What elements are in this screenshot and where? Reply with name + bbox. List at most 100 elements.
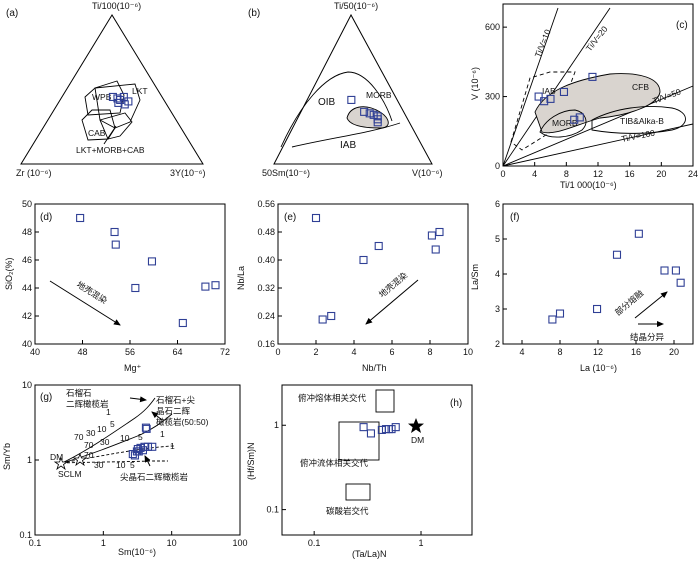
panel-f-arrow-melting <box>634 291 668 319</box>
d-data-point <box>201 282 210 291</box>
panel-d-points <box>76 213 220 328</box>
e-data-point <box>431 245 440 254</box>
panel-g-label: (g) <box>40 392 52 403</box>
panel-g-melt-number-6: 1 <box>160 429 165 439</box>
f-xtick-label: 8 <box>557 347 562 357</box>
panel-g-melt-number-15: 70 <box>84 450 94 460</box>
panel-h-xlabel: (Ta/La)N <box>352 549 387 559</box>
panel-c-xlabel: Ti/1 000(10⁻⁶) <box>560 180 617 190</box>
h-data-point <box>391 423 400 432</box>
c-data-point <box>588 72 597 81</box>
panel-c-ylabel: V (10⁻⁶) <box>470 67 480 100</box>
panel-g-curve-garnet <box>61 397 156 464</box>
f-data-point <box>612 250 622 259</box>
panel-a-field-label-wpb: WPB <box>92 92 112 102</box>
c-xtick-label: 16 <box>625 169 635 179</box>
panel-c-field-label-tib: TIB&Alka-B <box>620 116 664 126</box>
panel-e-ylabel: Nb/La <box>236 266 246 290</box>
a-data-point <box>113 94 122 103</box>
d-data-point <box>110 227 119 237</box>
f-xtick-label: 12 <box>593 347 603 357</box>
panel-g-melt-number-4: 30 <box>86 428 96 438</box>
panel-e: (e) 0 2 4 6 8 10 0.16 0.24 0.32 0.40 0.48 0.56 Nb/T… <box>236 199 473 373</box>
panel-e-arrow-label: 地壳混染 <box>377 270 410 300</box>
c-data-point <box>534 92 543 101</box>
h-xtick-label: 0.1 <box>308 538 321 548</box>
panel-b-apex-left: 50Sm(10⁻⁶) <box>262 168 310 178</box>
panel-b-apex-top: Ti/50(10⁻⁶) <box>334 1 378 11</box>
f-data-point <box>592 304 602 314</box>
panel-c-field-iab <box>510 71 576 151</box>
panel-g-source-label-sclm: SCLM <box>58 469 82 479</box>
f-ytick-label: 2 <box>495 339 500 349</box>
f-data-point <box>634 229 643 238</box>
panel-b: (b) Ti/50(10⁻⁶) 50Sm(10⁻⁶) V(10⁻⁶) OIB M… <box>248 1 442 178</box>
panel-e-arrow <box>365 279 419 325</box>
e-ytick-label: 0.16 <box>257 339 275 349</box>
panel-g-melt-number-12: 5 <box>130 460 135 470</box>
panel-c-field-tib <box>591 106 686 134</box>
e-ytick-label: 0.56 <box>257 199 275 209</box>
panel-c-label: (c) <box>676 20 688 31</box>
panel-g-melt-number-11: 1 <box>170 441 175 451</box>
c-ytick-label: 600 <box>485 22 500 32</box>
f-data-point <box>671 266 680 275</box>
panel-c-points <box>534 72 597 124</box>
panel-h-field-melt <box>375 389 395 413</box>
panel-g-melt-number-9: 30 <box>100 437 110 447</box>
panel-d-ticks: 40 48 56 64 72 40 42 44 46 48 50 <box>22 199 230 357</box>
panel-h-frame <box>281 384 473 536</box>
panel-f-arrow-label-fractionation: 结晶分异 <box>630 332 665 342</box>
panel-h-field-fluid <box>338 421 380 461</box>
panel-c-line-tiv20 <box>502 7 611 167</box>
panel-c-ratio-label-100: Ti/V=100 <box>620 128 655 144</box>
c-data-point <box>540 97 549 106</box>
d-ytick-label: 40 <box>22 339 32 349</box>
panel-d-xlabel: Mg⁺ <box>124 363 142 373</box>
b-data-point <box>373 118 382 127</box>
panel-a: (a) Ti/100(10⁻⁶) Zr (10⁻⁶) 3Y(10⁻⁶) WPB … <box>6 1 205 178</box>
panel-f-ticks: 4 8 12 16 20 2 3 4 5 6 <box>495 199 679 357</box>
d-ytick-label: 44 <box>22 283 32 293</box>
f-data-point <box>548 315 557 324</box>
panel-e-ticks: 0 2 4 6 8 10 0.16 0.24 0.32 0.40 0.48 0.56 <box>257 199 473 357</box>
panel-g-arrow-garnet <box>129 396 147 403</box>
e-data-point <box>359 255 368 265</box>
d-xtick-label: 64 <box>172 347 182 357</box>
panel-g-curve-spinel-upper <box>61 445 176 464</box>
c-xtick-label: 8 <box>564 169 569 179</box>
panel-d-label: (d) <box>40 212 52 223</box>
h-data-point <box>366 429 376 438</box>
panel-d-ylabel: SiO₂(%) <box>4 258 14 291</box>
d-data-point <box>178 318 187 328</box>
h-data-point <box>384 425 393 434</box>
panel-h-field-label-fluid: 俯冲流体相关交代 <box>300 458 369 468</box>
panel-g-arrow-spinel <box>144 455 151 467</box>
f-data-point <box>676 278 685 287</box>
panel-h-label: (h) <box>450 398 462 409</box>
panel-g-curve-mixed <box>61 413 173 464</box>
panel-b-field-label-iab: IAB <box>340 140 356 151</box>
e-data-point <box>374 241 383 251</box>
c-xtick-label: 0 <box>500 169 505 179</box>
panel-e-frame <box>277 203 469 345</box>
c-data-point <box>570 115 579 124</box>
e-ytick-label: 0.48 <box>257 227 275 237</box>
panel-c-line-tiv100 <box>502 123 694 167</box>
f-data-point <box>555 309 565 318</box>
panel-f-points <box>548 229 685 324</box>
a-data-point <box>124 97 133 106</box>
g-data-point <box>141 423 150 432</box>
d-xtick-label: 56 <box>125 347 135 357</box>
panel-g-source-label-dm: DM <box>50 452 63 462</box>
e-xtick-label: 2 <box>313 347 318 357</box>
c-ytick-label: 300 <box>485 92 500 102</box>
d-ytick-label: 42 <box>22 311 32 321</box>
panel-g-melt-number-5: 70 <box>74 432 84 442</box>
panel-b-field-iab-boundary <box>291 122 401 148</box>
panel-d: (d) 40 48 56 64 72 40 42 44 46 48 50 Mg⁺ SiO₂(%) 地… <box>4 199 230 373</box>
panel-f-label: (f) <box>510 212 519 223</box>
d-data-point <box>211 281 220 290</box>
